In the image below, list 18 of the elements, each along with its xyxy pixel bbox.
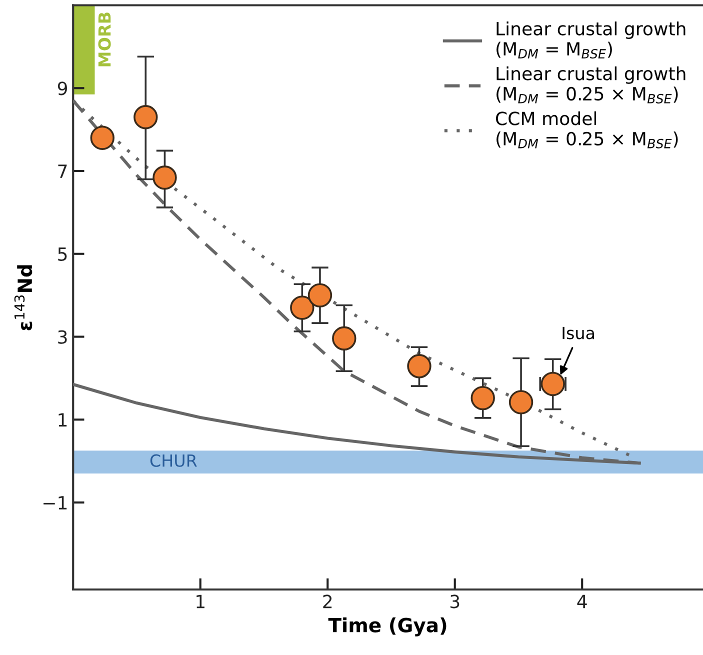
y-tick-label: 5 (58, 248, 67, 261)
y-tick-label: 9 (58, 82, 67, 96)
x-tick-label: 4 (577, 594, 587, 608)
legend-label: Linear crustal growth (M$_{DM}$ = 0.25 × M$_{BSE}$) (496, 66, 686, 104)
x-tick-label: 1 (196, 594, 204, 608)
text: MORB (98, 12, 111, 66)
y-tick-label: 3 (58, 330, 67, 344)
y-tick-label: 7 (58, 164, 67, 178)
annotation: Isua (562, 326, 594, 340)
y-tick-label: 1 (58, 413, 67, 426)
x-tick-label: 2 (323, 594, 332, 608)
y-tick-label: −1 (44, 496, 67, 510)
legend-label: CCM model (M$_{DM}$ = 0.25 × M$_{BSE}$) (496, 111, 678, 148)
x-tick-label: 3 (450, 594, 460, 608)
y-axis-title: ε$^{143}$Nd (14, 265, 32, 330)
x-axis-title: Time (Gya) (328, 617, 446, 636)
legend-label: Linear crustal growth (M$_{DM}$ = M$_{BSE}$) (496, 21, 686, 59)
band-label: CHUR (150, 454, 197, 467)
